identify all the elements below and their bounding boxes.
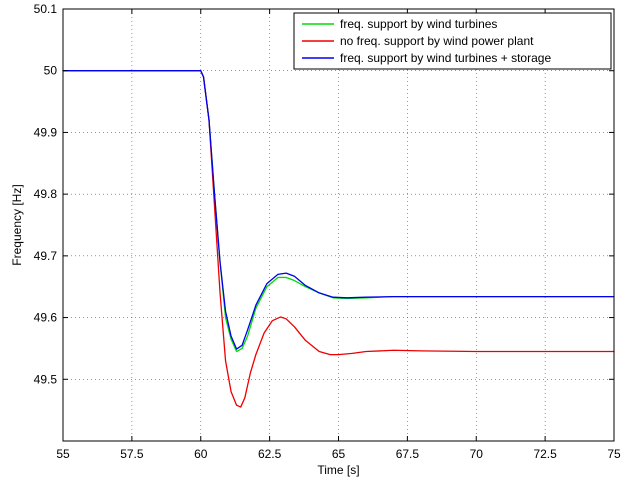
series-lines [62, 70, 615, 408]
y-tick-label: 49.7 [34, 249, 58, 263]
x-tick-label: 60 [194, 447, 208, 461]
x-tick-label: 65 [332, 447, 346, 461]
y-tick-label: 49.9 [34, 125, 58, 139]
y-tick-label: 49.6 [34, 311, 58, 325]
x-tick-label: 57.5 [120, 447, 144, 461]
x-tick-label: 67.5 [396, 447, 420, 461]
legend-label-1: no freq. support by wind power plant [340, 34, 534, 48]
x-tick-label: 72.5 [533, 447, 557, 461]
legend-box [293, 12, 612, 70]
legend-label-0: freq. support by wind turbines [340, 17, 497, 31]
x-tick-label: 62.5 [258, 447, 282, 461]
x-tick-label: 55 [56, 447, 70, 461]
legend-label-2: freq. support by wind turbines + storage [340, 51, 551, 65]
grid [63, 9, 614, 441]
x-tick-label: 70 [470, 447, 484, 461]
legend: freq. support by wind turbines no freq. s… [293, 12, 612, 70]
series-line-1 [62, 70, 615, 408]
series-line-2 [62, 70, 615, 350]
y-tick-label: 49.8 [34, 187, 58, 201]
y-tick-label: 49.5 [34, 372, 58, 386]
x-axis-label: Time [s] [317, 463, 359, 477]
y-tick-label: 50.1 [34, 2, 58, 16]
y-tick-label: 50 [44, 64, 58, 78]
y-axis-label: Frequency [Hz] [10, 184, 24, 265]
x-tick-label: 75 [607, 447, 621, 461]
axis-ticks: 55 57.5 60 62.5 65 67.5 70 72.5 75 49.5 49.6 49.7 49… [34, 2, 621, 461]
